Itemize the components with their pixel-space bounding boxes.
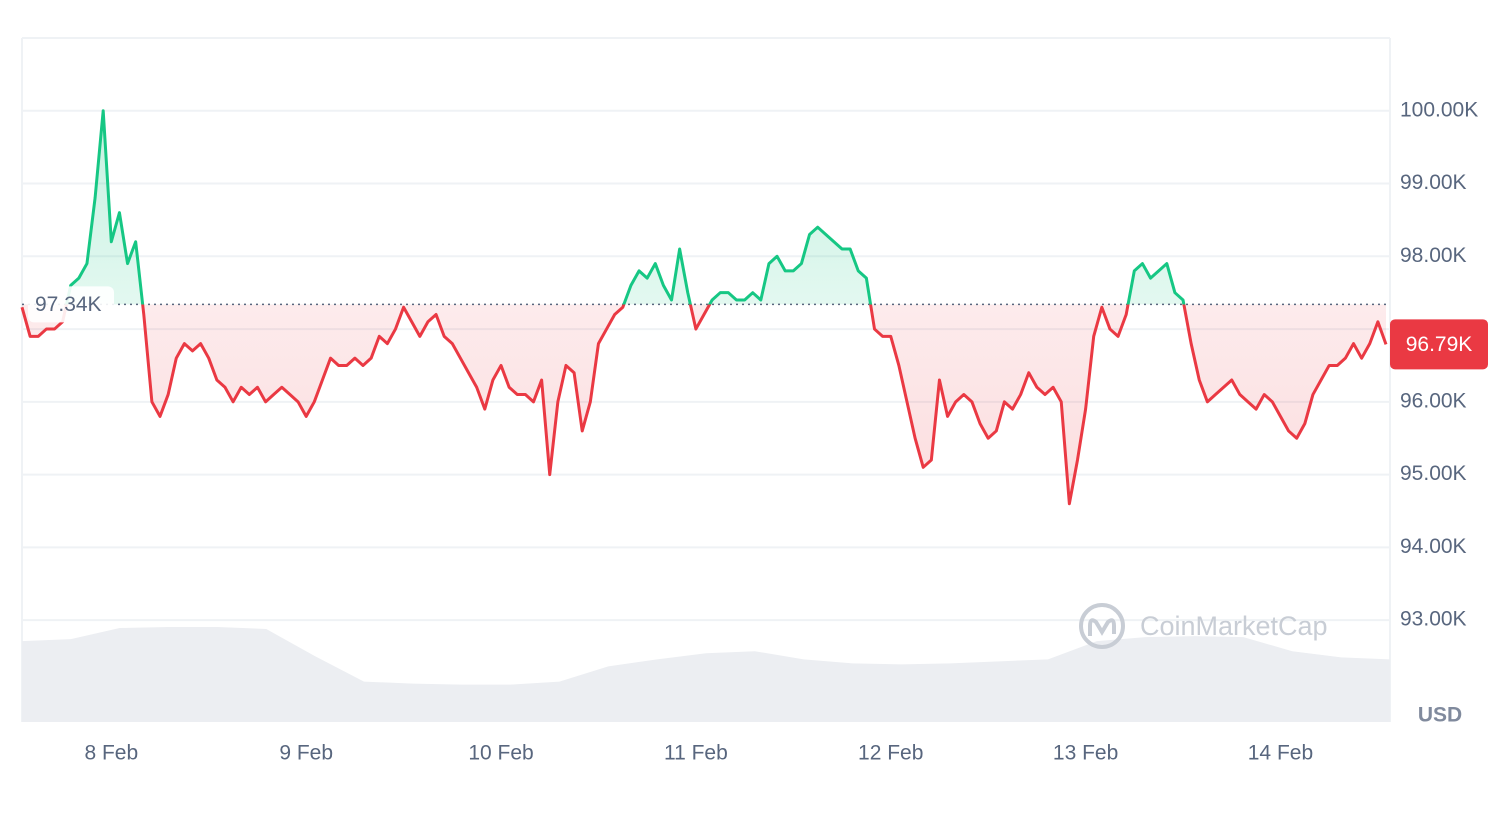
x-tick-label: 12 Feb	[858, 742, 923, 765]
volume-layer	[22, 627, 1390, 722]
y-tick-label: 95.00K	[1400, 462, 1467, 485]
y-tick-label: 96.00K	[1400, 389, 1467, 412]
baseline-label-box	[28, 286, 114, 323]
volume-area	[22, 627, 1390, 722]
watermark: CoinMarketCap	[1079, 603, 1328, 649]
x-tick-label: 10 Feb	[468, 742, 533, 765]
baseline-label: 97.34K	[35, 293, 102, 316]
x-tick-label: 11 Feb	[664, 742, 728, 765]
area	[22, 110, 1386, 504]
x-tick-label: 9 Feb	[279, 742, 333, 765]
price-line	[20, 109, 1388, 506]
y-tick-label: 100.00K	[1400, 98, 1478, 121]
y-tick-label: 98.00K	[1400, 244, 1467, 267]
y-tick-label: 99.00K	[1400, 171, 1467, 194]
watermark-text: CoinMarketCap	[1140, 611, 1328, 641]
x-tick-label: 14 Feb	[1248, 742, 1313, 765]
x-tick-label: 13 Feb	[1053, 742, 1118, 765]
price-tag-label: 96.79K	[1406, 333, 1473, 356]
watermark-logo	[1079, 603, 1125, 649]
price-tag	[1390, 319, 1488, 370]
watermark-logo	[1088, 618, 1116, 636]
y-tick-label: 94.00K	[1400, 535, 1467, 558]
plot: 97.34K 96.79K	[20, 109, 1488, 506]
x-tick-label: 8 Feb	[84, 742, 138, 765]
y-tick-label: 93.00K	[1400, 608, 1467, 631]
unit-label: USD	[1418, 704, 1462, 727]
